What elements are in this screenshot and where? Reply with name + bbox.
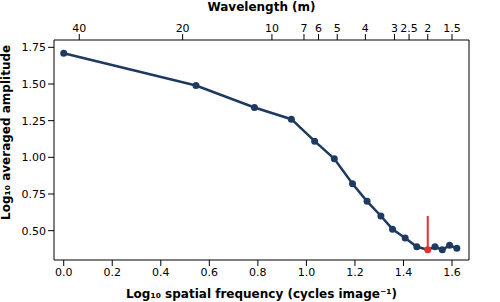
svg-text:0.50: 0.50: [22, 225, 47, 238]
svg-text:1.4: 1.4: [395, 266, 413, 279]
svg-text:1.75: 1.75: [22, 41, 47, 54]
svg-text:1.0: 1.0: [298, 266, 316, 279]
svg-text:1.00: 1.00: [22, 151, 47, 164]
svg-text:0.8: 0.8: [249, 266, 267, 279]
svg-text:0.0: 0.0: [55, 266, 73, 279]
svg-text:2: 2: [424, 22, 431, 35]
svg-text:3: 3: [391, 22, 398, 35]
svg-text:1.5: 1.5: [443, 22, 461, 35]
svg-text:5: 5: [334, 22, 341, 35]
svg-text:6: 6: [315, 22, 322, 35]
svg-text:4: 4: [362, 22, 369, 35]
svg-text:0.75: 0.75: [22, 188, 47, 201]
svg-text:40: 40: [72, 22, 86, 35]
svg-text:1.2: 1.2: [346, 266, 364, 279]
svg-text:10: 10: [265, 22, 279, 35]
svg-text:0.6: 0.6: [201, 266, 219, 279]
svg-text:20: 20: [176, 22, 190, 35]
svg-text:Log₁₀ averaged amplitude: Log₁₀ averaged amplitude: [8, 45, 13, 220]
svg-text:7: 7: [300, 22, 307, 35]
svg-text:1.25: 1.25: [22, 115, 47, 128]
svg-text:1.6: 1.6: [443, 266, 461, 279]
svg-text:1.50: 1.50: [22, 78, 47, 91]
svg-text:0.4: 0.4: [152, 266, 170, 279]
svg-text:Wavelength (m): Wavelength (m): [207, 0, 315, 14]
svg-text:Log₁₀ spatial frequency (cycle: Log₁₀ spatial frequency (cycles image⁻¹): [126, 287, 397, 301]
svg-text:0.2: 0.2: [103, 266, 121, 279]
svg-text:2.5: 2.5: [400, 22, 418, 35]
